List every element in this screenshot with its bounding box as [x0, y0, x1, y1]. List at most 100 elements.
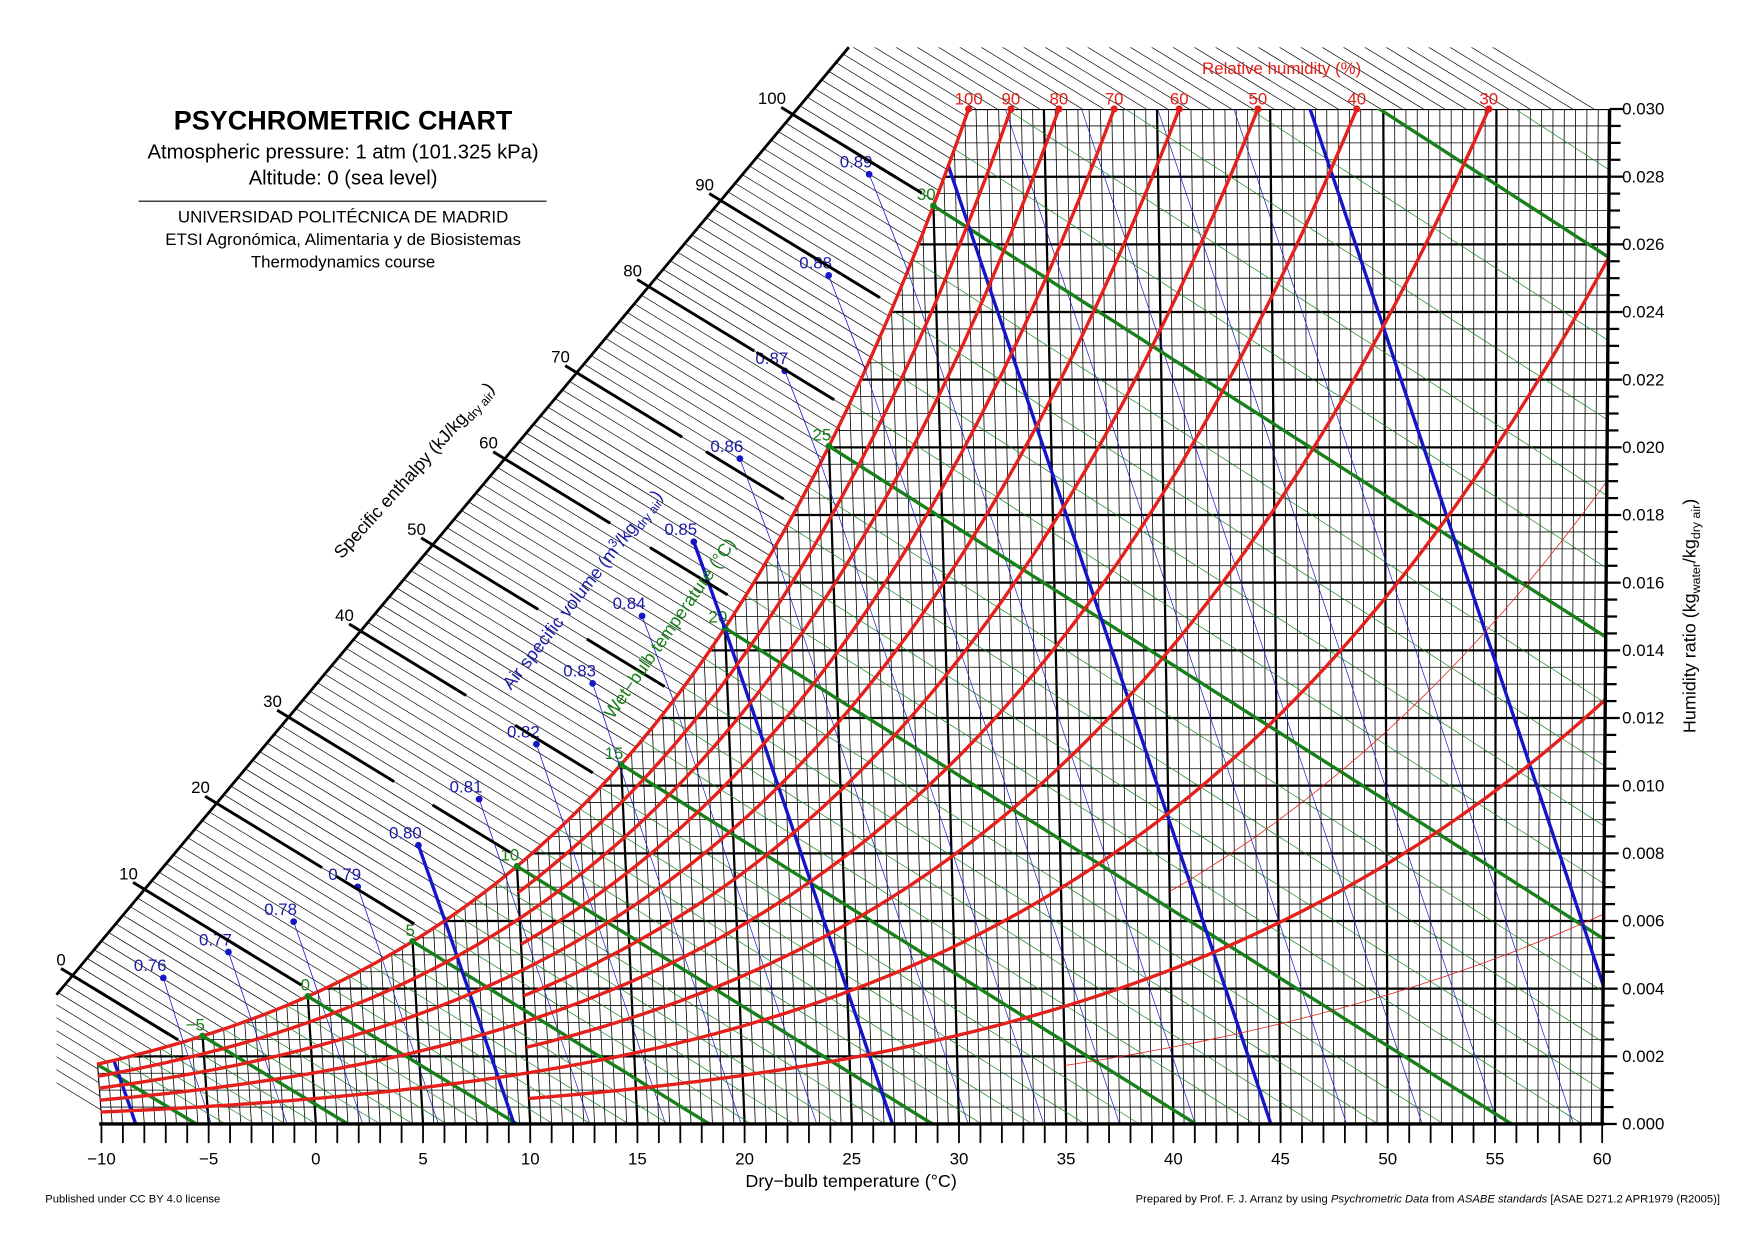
wet-bulb-minor-line: [807, 486, 1610, 1006]
enthalpy-major-line: [755, 351, 835, 402]
volume-label-point: [736, 455, 744, 462]
enthalpy-major-line: [431, 803, 511, 854]
wet-bulb-minor-line: [891, 309, 1610, 780]
wet-bulb-major-line: [828, 444, 1610, 954]
x-tick-label: 50: [1378, 1149, 1397, 1168]
wet-bulb-minor-line: [475, 898, 840, 1124]
volume-minor-line: [820, 462, 1045, 1124]
volume-tick-label: 0.77: [199, 930, 232, 949]
dry-bulb-line: [745, 595, 767, 1124]
volume-minor-line: [1157, 109, 1499, 1124]
x-tick-label: −10: [87, 1149, 116, 1168]
wet-bulb-point: [304, 992, 312, 1000]
dry-bulb-line: [922, 232, 949, 1124]
volume-leader-line: [784, 370, 821, 463]
dry-bulb-line: [317, 991, 327, 1124]
rh-tick-label: 70: [1105, 90, 1124, 109]
wet-bulb-major-line: [306, 994, 518, 1124]
volume-tick-label: 0.88: [799, 254, 832, 273]
dry-bulb-line: [506, 874, 520, 1124]
enthalpy-line: [56, 47, 1041, 1121]
volume-leader-line: [868, 174, 909, 272]
x-tick-label: 20: [735, 1149, 754, 1168]
rh-label-point: [1353, 105, 1361, 113]
volume-tick-label: 0.83: [563, 662, 596, 681]
wet-bulb-minor-line: [558, 828, 1033, 1124]
dry-bulb-line: [296, 1000, 306, 1124]
enthalpy-major-tick: [276, 708, 395, 783]
y-axis-label: Humidity ratio (kgwater/kgdry air): [1679, 499, 1702, 733]
wet-bulb-minor-line: [244, 1021, 414, 1124]
school-name: ETSI Agronómica, Alimentaria y de Biosis…: [165, 230, 521, 249]
course-name: Thermodynamics course: [251, 253, 435, 272]
volume-label-point: [475, 795, 483, 803]
rh-label-point: [965, 105, 973, 113]
x-tick-label: 35: [1057, 1149, 1076, 1168]
volume-tick-label: 0.89: [840, 152, 873, 171]
rh-curve: [96, 108, 971, 1066]
enthalpy-tick-label: 20: [191, 778, 210, 797]
volume-minor-line: [1081, 109, 1423, 1124]
dry-bulb-line: [275, 1009, 285, 1124]
wet-bulb-point: [199, 1032, 206, 1040]
x-tick-label: −5: [199, 1149, 218, 1168]
volume-label-point: [533, 740, 540, 748]
y-tick-label: 0.014: [1622, 641, 1664, 660]
rh-label-point: [1055, 105, 1063, 113]
enthalpy-major-line: [335, 875, 415, 926]
x-tick-label: 25: [842, 1149, 861, 1168]
dry-bulb-line: [464, 906, 478, 1124]
enthalpy-major-tick: [564, 364, 683, 439]
enthalpy-line: [56, 47, 1169, 1121]
volume-tick-label: 0.86: [710, 437, 743, 456]
dry-bulb-line: [201, 1035, 210, 1124]
volume-leader-line: [416, 844, 447, 922]
dry-bulb-line: [433, 928, 445, 1124]
enthalpy-major-line: [586, 637, 666, 688]
y-tick-label: 0.024: [1622, 303, 1664, 322]
y-tick-label: 0.030: [1622, 100, 1664, 119]
enthalpy-major-line: [222, 936, 303, 987]
rh-label-point: [1007, 105, 1015, 113]
dry-bulb-line: [818, 466, 842, 1124]
dry-bulb-line: [734, 611, 756, 1124]
volume-leader-line: [228, 951, 252, 1020]
enthalpy-line: [56, 47, 892, 1121]
university-name: UNIVERSIDAD POLITÉCNICA DE MADRID: [178, 208, 508, 227]
wet-bulb-minor-line: [662, 714, 1316, 1124]
wet-bulb-minor-line: [870, 357, 1610, 841]
dry-bulb-line: [338, 981, 349, 1124]
y-tick-label: 0.010: [1622, 776, 1664, 795]
rh-tick-label: 40: [1347, 90, 1366, 109]
dry-bulb-line: [138, 1054, 145, 1124]
wet-bulb-point: [930, 202, 937, 210]
y-tick-label: 0.026: [1622, 235, 1664, 254]
y-tick-label: 0.028: [1622, 167, 1664, 186]
y-tick-label: 0.000: [1622, 1115, 1664, 1134]
wet-bulb-minor-line: [139, 1053, 256, 1124]
enthalpy-major-line: [514, 724, 594, 774]
y-tick-label: 0.016: [1622, 573, 1664, 592]
dry-bulb-line: [859, 380, 885, 1124]
enthalpy-major-line: [649, 546, 729, 597]
dry-bulb-line: [693, 673, 713, 1124]
volume-major-lines: [112, 109, 1610, 1124]
enthalpy-line: [56, 47, 999, 1121]
dry-bulb-line: [474, 899, 488, 1124]
enthalpy-tick-label: 70: [551, 348, 570, 367]
y-axis-label-sub1: water: [1689, 563, 1703, 594]
wet-bulb-major-line: [516, 864, 934, 1124]
volume-minor-line: [505, 875, 591, 1124]
dry-bulb-line: [495, 883, 510, 1124]
volume-leader-line: [536, 743, 565, 825]
enthalpy-line: [56, 47, 1190, 1121]
rh-thin-curve: [1169, 480, 1608, 892]
wet-bulb-tick-label: −5: [186, 1015, 205, 1034]
dry-bulb-line: [401, 947, 413, 1124]
enthalpy-line: [56, 47, 935, 1121]
volume-label-point: [589, 680, 597, 687]
dry-bulb-line: [838, 425, 863, 1124]
y-axis-label-main: Humidity ratio (kg: [1679, 593, 1699, 733]
wet-bulb-major-line: [620, 762, 1197, 1124]
